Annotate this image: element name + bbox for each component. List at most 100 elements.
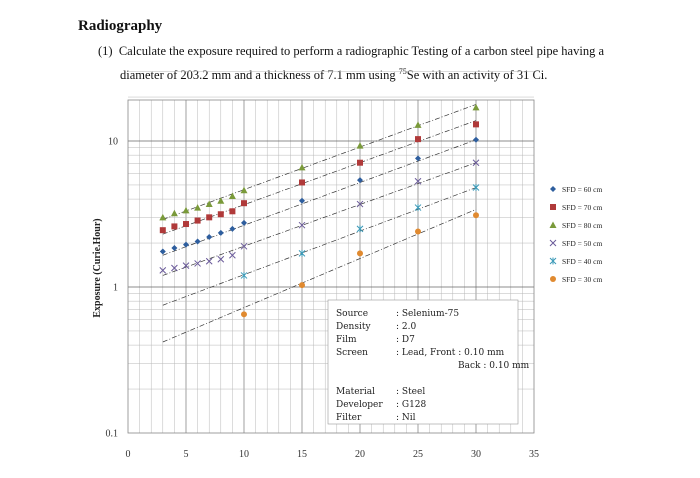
data-point <box>241 219 247 226</box>
data-point <box>182 262 190 270</box>
x-tick-label: 5 <box>184 449 189 460</box>
legend-item: SFD = 50 cm <box>549 239 602 248</box>
annotation-value: : Selenium-75 <box>396 309 459 319</box>
y-tick-label: 10 <box>108 137 118 148</box>
data-point <box>414 177 422 185</box>
trend-line <box>162 209 477 343</box>
data-point <box>182 206 190 214</box>
x-tick-label: 15 <box>297 449 307 460</box>
trend-lines <box>162 104 477 343</box>
data-point <box>414 204 422 212</box>
data-point <box>357 159 363 166</box>
annotation-key: Material <box>336 387 375 397</box>
data-point <box>205 257 213 265</box>
legend-label: SFD = 40 cm <box>562 257 602 266</box>
legend-marker <box>549 257 557 265</box>
data-point <box>229 225 236 232</box>
legend: SFD = 60 cm SFD = 70 cm SFD = 80 cm SFD = 5… <box>549 185 602 284</box>
page-title: Radiography <box>78 18 163 34</box>
data-point <box>299 179 305 186</box>
question-text-line-2: diameter of 203.2 mm and a thickness of … <box>120 68 399 83</box>
data-point <box>217 255 225 263</box>
data-point <box>357 250 363 257</box>
legend-marker <box>550 204 556 210</box>
question-text-line-1: Calculate the exposure required to perfo… <box>118 44 604 58</box>
question-line-1: (1) Calculate the exposure required to p… <box>98 44 604 59</box>
plot-frame <box>127 99 535 434</box>
data-point <box>206 234 213 241</box>
x-tick-labels: 0 5 10 15 20 25 30 35 <box>126 449 540 460</box>
annotation-value: : Steel <box>396 387 425 397</box>
trend-line <box>162 120 477 235</box>
legend-label: SFD = 80 cm <box>562 221 602 230</box>
data-point <box>194 260 201 267</box>
data-point <box>356 225 364 233</box>
legend-label: SFD = 70 cm <box>562 203 602 212</box>
data-point <box>472 184 480 192</box>
annotation-text: Source: Selenium-75 Density: 2.0 Film: D7 S… <box>336 309 530 423</box>
annotation-value: : Lead, Front : 0.10 mm <box>396 348 505 358</box>
data-point <box>415 136 421 143</box>
annotation-key: Filter <box>336 413 362 423</box>
legend-marker <box>550 186 556 192</box>
data-point <box>229 251 236 259</box>
annotation-value: : 2.0 <box>396 322 416 332</box>
legend-label: SFD = 50 cm <box>562 239 602 248</box>
data-point <box>472 159 480 167</box>
annotation-key: Developer <box>336 400 383 410</box>
data-point <box>299 197 305 204</box>
data-point <box>217 197 225 204</box>
legend-item: SFD = 60 cm <box>550 185 602 194</box>
data-point <box>159 267 167 274</box>
data-point <box>415 228 421 235</box>
data-point <box>159 213 167 221</box>
data-point <box>356 200 364 208</box>
data-point <box>159 227 166 234</box>
data-point <box>241 200 247 207</box>
data-point <box>170 209 178 217</box>
x-tick-label: 10 <box>239 449 249 460</box>
annotation-key: Screen <box>336 348 368 358</box>
legend-marker <box>549 239 557 247</box>
x-tick-label: 0 <box>126 449 131 460</box>
data-point <box>356 142 364 149</box>
data-point <box>194 238 201 245</box>
legend-marker <box>550 276 556 282</box>
data-point <box>298 249 306 257</box>
data-point <box>194 217 201 224</box>
legend-item: SFD = 80 cm <box>549 221 602 230</box>
data-point <box>183 221 189 228</box>
annotation-value: : Nil <box>396 413 416 423</box>
annotation-key: Density <box>336 322 371 332</box>
legend-label: SFD = 30 cm <box>562 275 602 284</box>
question-number: (1) <box>98 44 113 58</box>
annotation-key: Source <box>336 309 368 319</box>
question-line-2: diameter of 203.2 mm and a thickness of … <box>120 67 547 83</box>
data-point <box>473 136 479 143</box>
question-text-line-2-end: Se with an activity of 31 Ci. <box>406 68 548 83</box>
data-point <box>240 242 248 250</box>
trend-line <box>162 187 477 306</box>
data-point <box>228 192 236 200</box>
data-point <box>298 221 306 229</box>
y-tick-label: 0.1 <box>106 429 119 440</box>
y-axis-label: Exposure (Curie.Hour) <box>92 218 103 317</box>
x-tick-label: 30 <box>471 449 481 460</box>
data-points <box>159 103 480 318</box>
data-point <box>415 155 421 162</box>
legend-item: SFD = 70 cm <box>550 203 602 212</box>
data-point <box>473 212 479 219</box>
data-point <box>229 208 236 215</box>
x-tick-label: 25 <box>413 449 423 460</box>
data-point <box>171 264 178 272</box>
x-tick-label: 35 <box>529 449 539 460</box>
data-point <box>241 311 247 318</box>
data-point <box>414 121 422 128</box>
annotation-key: Film <box>336 335 357 345</box>
data-point <box>183 241 189 248</box>
legend-item: SFD = 30 cm <box>550 275 602 284</box>
data-point <box>473 121 479 128</box>
data-point <box>159 248 166 255</box>
data-point <box>298 163 306 171</box>
